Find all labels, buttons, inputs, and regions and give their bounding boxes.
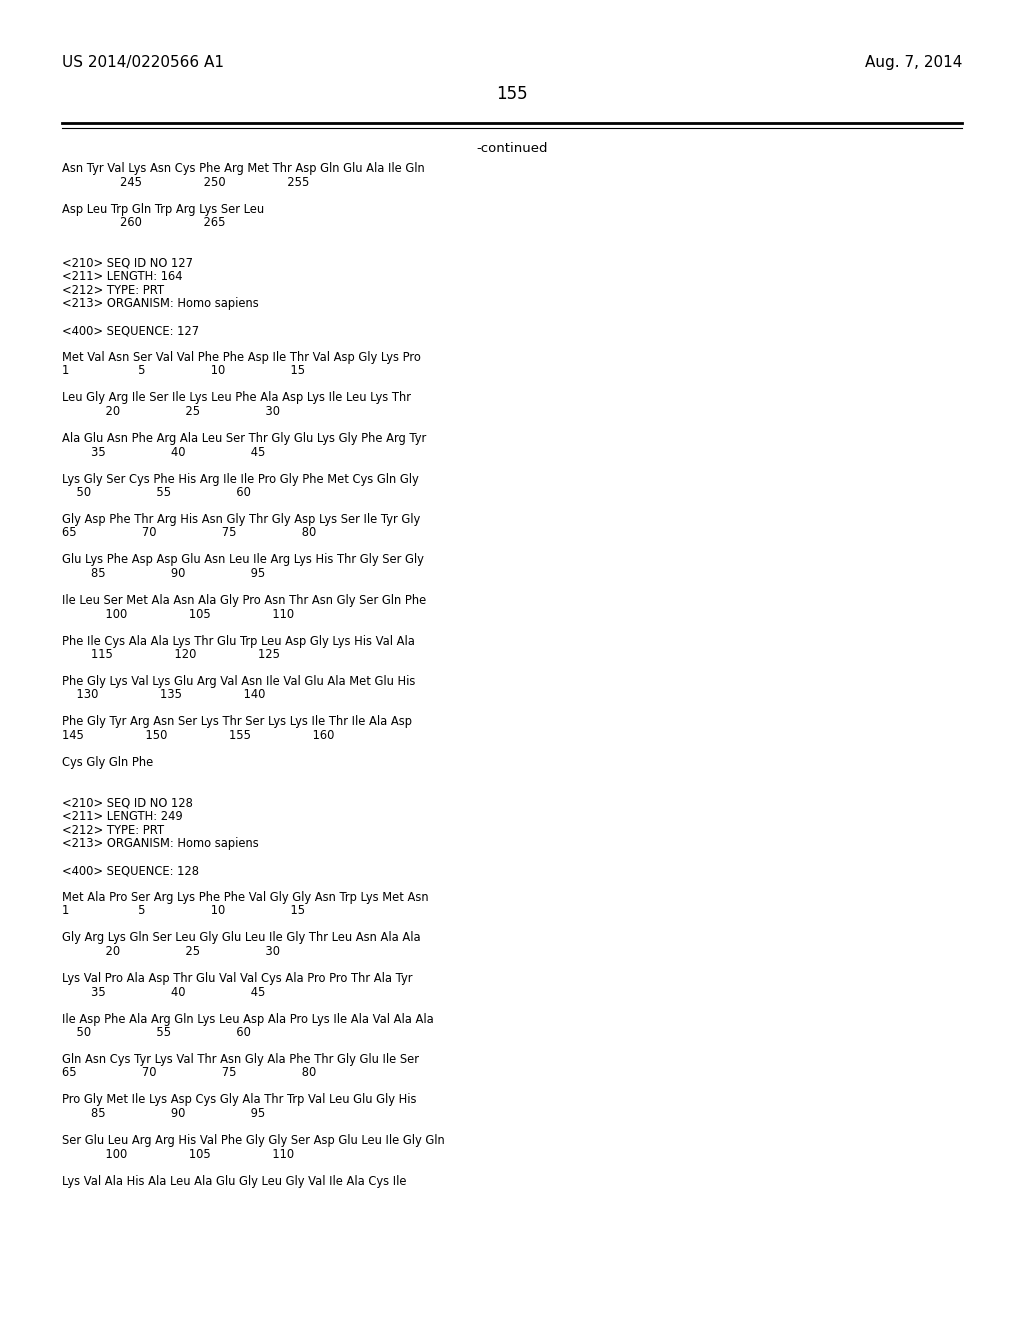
- Text: Lys Val Pro Ala Asp Thr Glu Val Val Cys Ala Pro Pro Thr Ala Tyr: Lys Val Pro Ala Asp Thr Glu Val Val Cys …: [62, 972, 413, 985]
- Text: 1                   5                  10                  15: 1 5 10 15: [62, 904, 305, 917]
- Text: Aug. 7, 2014: Aug. 7, 2014: [864, 55, 962, 70]
- Text: <210> SEQ ID NO 127: <210> SEQ ID NO 127: [62, 256, 193, 269]
- Text: Cys Gly Gln Phe: Cys Gly Gln Phe: [62, 756, 154, 770]
- Text: 1                   5                  10                  15: 1 5 10 15: [62, 364, 305, 378]
- Text: 100                 105                 110: 100 105 110: [62, 607, 294, 620]
- Text: 85                  90                  95: 85 90 95: [62, 568, 265, 579]
- Text: <212> TYPE: PRT: <212> TYPE: PRT: [62, 824, 164, 837]
- Text: Ser Glu Leu Arg Arg His Val Phe Gly Gly Ser Asp Glu Leu Ile Gly Gln: Ser Glu Leu Arg Arg His Val Phe Gly Gly …: [62, 1134, 444, 1147]
- Text: Phe Gly Lys Val Lys Glu Arg Val Asn Ile Val Glu Ala Met Glu His: Phe Gly Lys Val Lys Glu Arg Val Asn Ile …: [62, 675, 416, 688]
- Text: Gly Asp Phe Thr Arg His Asn Gly Thr Gly Asp Lys Ser Ile Tyr Gly: Gly Asp Phe Thr Arg His Asn Gly Thr Gly …: [62, 513, 420, 525]
- Text: Ile Leu Ser Met Ala Asn Ala Gly Pro Asn Thr Asn Gly Ser Gln Phe: Ile Leu Ser Met Ala Asn Ala Gly Pro Asn …: [62, 594, 426, 607]
- Text: 50                  55                  60: 50 55 60: [62, 1026, 251, 1039]
- Text: US 2014/0220566 A1: US 2014/0220566 A1: [62, 55, 224, 70]
- Text: <213> ORGANISM: Homo sapiens: <213> ORGANISM: Homo sapiens: [62, 297, 259, 310]
- Text: Pro Gly Met Ile Lys Asp Cys Gly Ala Thr Trp Val Leu Glu Gly His: Pro Gly Met Ile Lys Asp Cys Gly Ala Thr …: [62, 1093, 417, 1106]
- Text: 155: 155: [497, 84, 527, 103]
- Text: 35                  40                  45: 35 40 45: [62, 446, 265, 458]
- Text: Ile Asp Phe Ala Arg Gln Lys Leu Asp Ala Pro Lys Ile Ala Val Ala Ala: Ile Asp Phe Ala Arg Gln Lys Leu Asp Ala …: [62, 1012, 434, 1026]
- Text: Asp Leu Trp Gln Trp Arg Lys Ser Leu: Asp Leu Trp Gln Trp Arg Lys Ser Leu: [62, 202, 264, 215]
- Text: 20                  25                  30: 20 25 30: [62, 405, 280, 418]
- Text: Gln Asn Cys Tyr Lys Val Thr Asn Gly Ala Phe Thr Gly Glu Ile Ser: Gln Asn Cys Tyr Lys Val Thr Asn Gly Ala …: [62, 1053, 419, 1067]
- Text: 145                 150                 155                 160: 145 150 155 160: [62, 729, 335, 742]
- Text: -continued: -continued: [476, 143, 548, 154]
- Text: 65                  70                  75                  80: 65 70 75 80: [62, 527, 316, 540]
- Text: <400> SEQUENCE: 127: <400> SEQUENCE: 127: [62, 323, 199, 337]
- Text: 245                 250                 255: 245 250 255: [62, 176, 309, 189]
- Text: Gly Arg Lys Gln Ser Leu Gly Glu Leu Ile Gly Thr Leu Asn Ala Ala: Gly Arg Lys Gln Ser Leu Gly Glu Leu Ile …: [62, 932, 421, 945]
- Text: 85                  90                  95: 85 90 95: [62, 1107, 265, 1119]
- Text: Lys Gly Ser Cys Phe His Arg Ile Ile Pro Gly Phe Met Cys Gln Gly: Lys Gly Ser Cys Phe His Arg Ile Ile Pro …: [62, 473, 419, 486]
- Text: Met Ala Pro Ser Arg Lys Phe Phe Val Gly Gly Asn Trp Lys Met Asn: Met Ala Pro Ser Arg Lys Phe Phe Val Gly …: [62, 891, 429, 904]
- Text: 260                 265: 260 265: [62, 216, 225, 228]
- Text: 130                 135                 140: 130 135 140: [62, 689, 265, 701]
- Text: Phe Gly Tyr Arg Asn Ser Lys Thr Ser Lys Lys Ile Thr Ile Ala Asp: Phe Gly Tyr Arg Asn Ser Lys Thr Ser Lys …: [62, 715, 412, 729]
- Text: <400> SEQUENCE: 128: <400> SEQUENCE: 128: [62, 865, 199, 876]
- Text: 35                  40                  45: 35 40 45: [62, 986, 265, 998]
- Text: 65                  70                  75                  80: 65 70 75 80: [62, 1067, 316, 1080]
- Text: Leu Gly Arg Ile Ser Ile Lys Leu Phe Ala Asp Lys Ile Leu Lys Thr: Leu Gly Arg Ile Ser Ile Lys Leu Phe Ala …: [62, 392, 411, 404]
- Text: 50                  55                  60: 50 55 60: [62, 486, 251, 499]
- Text: 100                 105                 110: 100 105 110: [62, 1147, 294, 1160]
- Text: Ala Glu Asn Phe Arg Ala Leu Ser Thr Gly Glu Lys Gly Phe Arg Tyr: Ala Glu Asn Phe Arg Ala Leu Ser Thr Gly …: [62, 432, 426, 445]
- Text: <213> ORGANISM: Homo sapiens: <213> ORGANISM: Homo sapiens: [62, 837, 259, 850]
- Text: Glu Lys Phe Asp Asp Glu Asn Leu Ile Arg Lys His Thr Gly Ser Gly: Glu Lys Phe Asp Asp Glu Asn Leu Ile Arg …: [62, 553, 424, 566]
- Text: 115                 120                 125: 115 120 125: [62, 648, 280, 661]
- Text: 20                  25                  30: 20 25 30: [62, 945, 280, 958]
- Text: Asn Tyr Val Lys Asn Cys Phe Arg Met Thr Asp Gln Glu Ala Ile Gln: Asn Tyr Val Lys Asn Cys Phe Arg Met Thr …: [62, 162, 425, 176]
- Text: Met Val Asn Ser Val Val Phe Phe Asp Ile Thr Val Asp Gly Lys Pro: Met Val Asn Ser Val Val Phe Phe Asp Ile …: [62, 351, 421, 364]
- Text: Phe Ile Cys Ala Ala Lys Thr Glu Trp Leu Asp Gly Lys His Val Ala: Phe Ile Cys Ala Ala Lys Thr Glu Trp Leu …: [62, 635, 415, 648]
- Text: <211> LENGTH: 164: <211> LENGTH: 164: [62, 271, 182, 282]
- Text: <210> SEQ ID NO 128: <210> SEQ ID NO 128: [62, 796, 193, 809]
- Text: <211> LENGTH: 249: <211> LENGTH: 249: [62, 810, 182, 822]
- Text: Lys Val Ala His Ala Leu Ala Glu Gly Leu Gly Val Ile Ala Cys Ile: Lys Val Ala His Ala Leu Ala Glu Gly Leu …: [62, 1175, 407, 1188]
- Text: <212> TYPE: PRT: <212> TYPE: PRT: [62, 284, 164, 297]
